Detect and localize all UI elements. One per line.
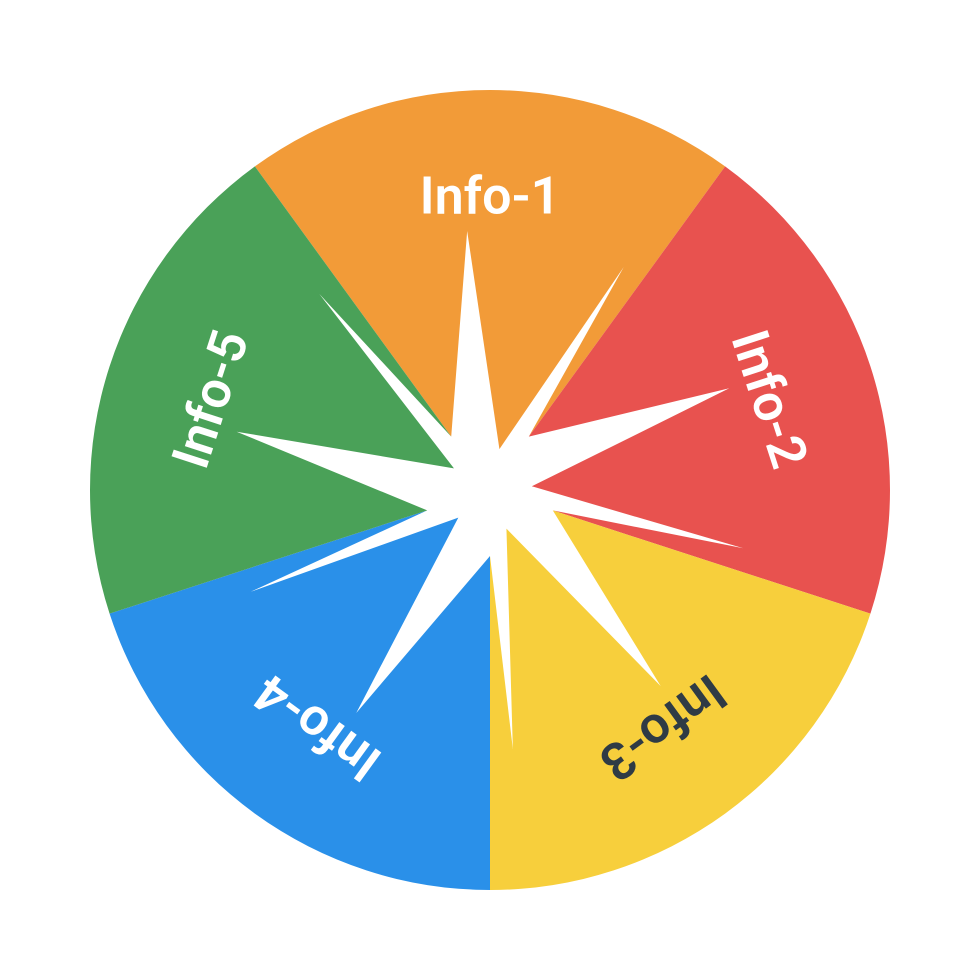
cycle-infographic: Info-1Info-2Info-3Info-4Info-5 <box>0 0 980 980</box>
cycle-svg: Info-1Info-2Info-3Info-4Info-5 <box>0 0 980 980</box>
segment-label-1: Info-1 <box>420 166 561 227</box>
